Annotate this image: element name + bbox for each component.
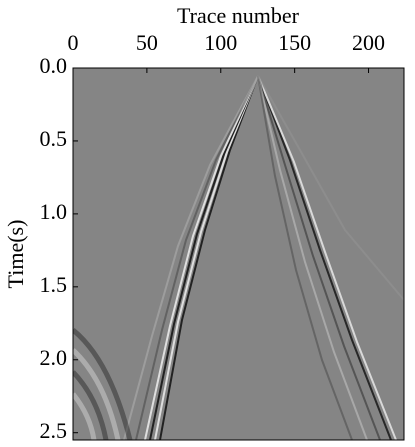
plot-frame [72, 67, 405, 441]
y-axis-label: Time(s) [3, 220, 28, 289]
y-tick-label: 2.5 [40, 418, 68, 443]
y-tick-label: 2.0 [40, 345, 68, 370]
y-tick-label: 0.0 [40, 53, 68, 78]
y-tick-label: 1.0 [40, 199, 68, 224]
x-tick-label: 200 [352, 30, 385, 55]
x-tick-label: 0 [68, 30, 79, 55]
x-tick-label: 150 [278, 30, 311, 55]
x-tick-label: 100 [204, 30, 237, 55]
seismic-image [73, 75, 404, 440]
x-axis-label: Trace number [177, 3, 300, 28]
y-tick-label: 0.5 [40, 126, 68, 151]
y-tick-label: 1.5 [40, 272, 68, 297]
x-tick-label: 50 [136, 30, 158, 55]
